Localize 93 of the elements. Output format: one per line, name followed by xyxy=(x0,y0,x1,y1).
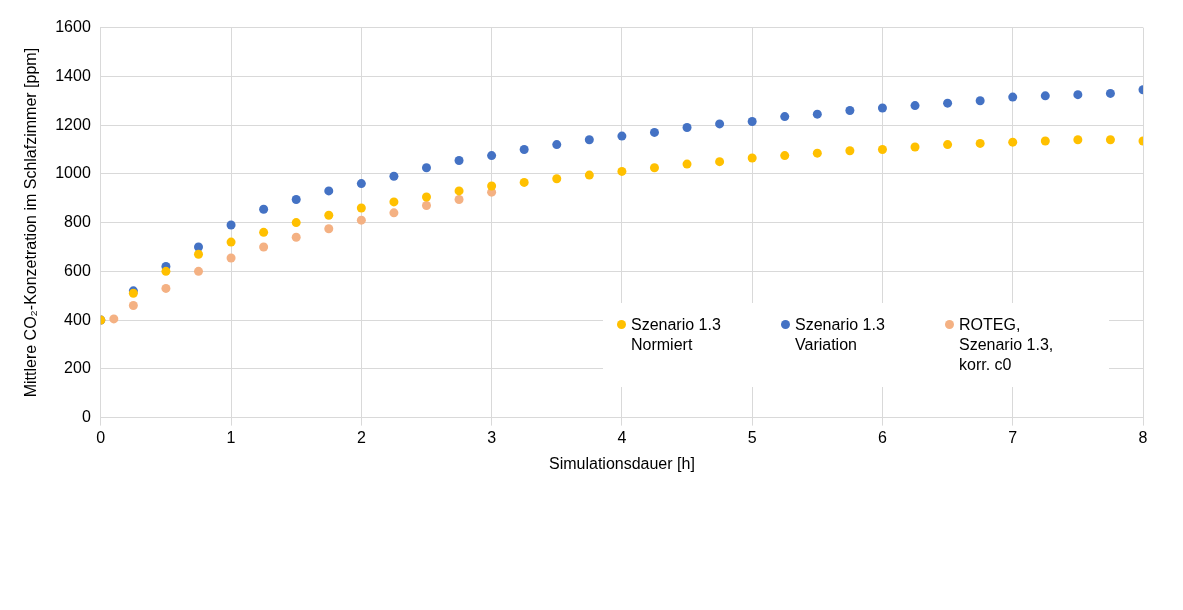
y-tick-label: 1200 xyxy=(55,115,91,133)
x-tick-label: 7 xyxy=(1008,428,1018,446)
y-tick-label: 600 xyxy=(64,261,91,279)
y-tick-label: 400 xyxy=(64,310,91,328)
point xyxy=(584,135,594,145)
point xyxy=(552,174,562,184)
point xyxy=(877,144,887,154)
point xyxy=(747,116,757,126)
point xyxy=(1073,90,1083,100)
x-tick-label: 5 xyxy=(747,428,757,446)
point xyxy=(975,96,985,106)
point xyxy=(780,151,790,161)
point xyxy=(1008,137,1018,147)
point xyxy=(226,237,236,247)
point xyxy=(421,163,431,173)
point xyxy=(1040,91,1050,101)
legend-label: Szenario 1.3 Variation xyxy=(795,314,886,355)
point xyxy=(356,203,366,213)
point xyxy=(389,171,399,181)
legend-label: Szenario 1.3 Normiert xyxy=(631,314,722,355)
point xyxy=(845,105,855,115)
point xyxy=(1105,135,1115,145)
point xyxy=(975,138,985,148)
x-tick-label: 4 xyxy=(617,428,627,446)
point xyxy=(877,103,887,113)
point xyxy=(584,170,594,180)
point xyxy=(715,119,725,129)
point xyxy=(421,192,431,202)
x-tick-label: 8 xyxy=(1138,428,1148,446)
point xyxy=(324,224,334,234)
point xyxy=(1105,88,1115,98)
point xyxy=(194,266,203,276)
point xyxy=(421,201,431,211)
x-tick-label: 6 xyxy=(878,428,887,446)
point xyxy=(649,127,659,137)
legend-label: ROTEG, Szenario 1.3, korr. c0 xyxy=(959,314,1055,375)
point xyxy=(259,242,269,252)
point xyxy=(291,232,301,242)
point xyxy=(454,155,464,165)
point xyxy=(324,210,334,220)
x-tick-label: 1 xyxy=(226,428,236,446)
point xyxy=(845,146,855,156)
y-tick-label: 200 xyxy=(64,359,91,377)
point xyxy=(487,151,497,161)
point xyxy=(617,131,627,141)
x-tick-label: 3 xyxy=(487,428,497,446)
point xyxy=(910,142,920,152)
x-tick-label: 2 xyxy=(356,428,366,446)
point xyxy=(194,249,203,259)
point xyxy=(649,163,659,173)
point xyxy=(161,283,171,293)
point xyxy=(943,98,953,108)
point xyxy=(226,253,236,263)
point xyxy=(356,179,366,189)
y-tick-label: 1600 xyxy=(55,18,91,36)
x-tick-label: 0 xyxy=(96,428,106,446)
point xyxy=(910,101,920,111)
x-axis-title: Simulationsdauer [h] xyxy=(548,454,695,472)
point xyxy=(682,123,692,133)
point xyxy=(226,220,236,230)
point xyxy=(715,157,725,167)
point xyxy=(1040,136,1050,146)
point xyxy=(161,266,171,276)
point xyxy=(1008,92,1018,102)
y-tick-label: 800 xyxy=(64,213,91,231)
point xyxy=(747,153,757,163)
point xyxy=(812,148,822,158)
point xyxy=(291,218,301,228)
point xyxy=(519,177,529,187)
y-axis-title: Mittlere CO₂-Konzetration im Schlafzimmer [ppm] xyxy=(22,47,40,398)
point xyxy=(487,181,497,191)
point xyxy=(780,112,790,122)
point xyxy=(552,140,562,150)
point xyxy=(454,186,464,196)
point xyxy=(356,215,366,225)
y-tick-label: 0 xyxy=(81,408,91,426)
point xyxy=(389,197,399,207)
point xyxy=(389,208,399,218)
point xyxy=(324,186,334,196)
point xyxy=(291,194,301,204)
point xyxy=(617,166,627,176)
point xyxy=(259,227,269,237)
y-tick-label: 1400 xyxy=(55,66,91,84)
point xyxy=(519,144,529,154)
point xyxy=(128,300,138,310)
point xyxy=(812,109,822,119)
point xyxy=(259,204,269,214)
point xyxy=(943,140,953,150)
point xyxy=(454,194,464,204)
point xyxy=(1073,135,1083,145)
point xyxy=(109,314,119,324)
point xyxy=(682,159,692,169)
y-tick-label: 1000 xyxy=(55,164,91,182)
